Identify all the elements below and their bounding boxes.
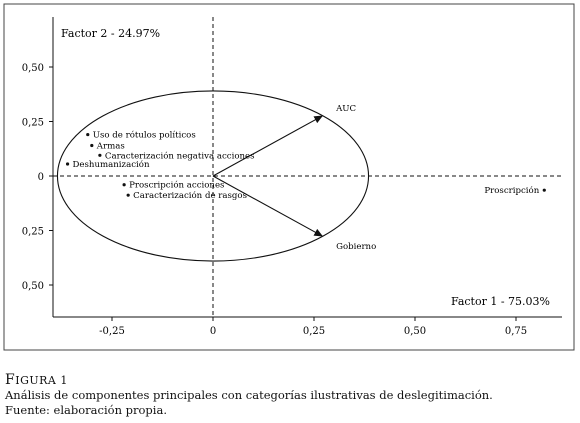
figure-description: Análisis de componentes principales con … — [5, 388, 493, 402]
y-axis-title: Factor 2 - 24.97% — [61, 27, 160, 40]
vector-arrow-gobierno — [212, 175, 324, 237]
data-point-label: Caracterización negativa acciones — [105, 150, 255, 161]
x-tick-label: -0,25 — [99, 326, 125, 337]
data-point — [86, 132, 90, 137]
data-point-label: Deshumanización — [73, 159, 150, 170]
chart: -0,25 0 0,25 0,50 0,75 0,50 0,25 0 0,25 0,50 AUC G… — [3, 3, 575, 351]
data-point-label: Uso de rótulos políticos — [93, 130, 196, 141]
y-tick-label: 0,25 — [22, 227, 44, 238]
data-point — [542, 188, 546, 192]
y-tick-label: 0,50 — [22, 281, 44, 292]
figure-source: Fuente: elaboración propia. — [5, 403, 167, 417]
data-point-label: Caracterización de rasgos — [133, 190, 247, 201]
data-point — [65, 162, 70, 166]
x-tick-label: 0,75 — [505, 326, 527, 337]
y-tick-label: 0,50 — [22, 63, 44, 74]
data-point — [122, 183, 126, 187]
figure-caption: FIGURA 1 Análisis de componentes princip… — [5, 373, 575, 418]
data-point — [98, 153, 102, 157]
chart-frame — [3, 3, 575, 351]
correlation-circle — [56, 90, 370, 262]
data-point-label: Proscripción — [484, 185, 539, 196]
data-point — [126, 193, 130, 197]
x-tick-label: 0,50 — [404, 326, 426, 337]
data-point-label: Proscripción acciones — [129, 180, 224, 191]
vector-label-gobierno: Gobierno — [336, 242, 376, 252]
x-tick-label: 0 — [210, 326, 216, 337]
y-tick-label: 0 — [38, 172, 44, 183]
data-point-label: Armas — [96, 141, 125, 151]
data-point — [90, 143, 94, 148]
y-tick-label: 0,25 — [22, 118, 44, 129]
vector-arrow-auc — [212, 115, 324, 177]
vector-label-auc: AUC — [335, 104, 356, 114]
x-axis-title: Factor 1 - 75.03% — [451, 295, 550, 308]
figure-label: FIGURA 1 — [5, 372, 68, 388]
x-tick-label: 0,25 — [303, 326, 325, 337]
